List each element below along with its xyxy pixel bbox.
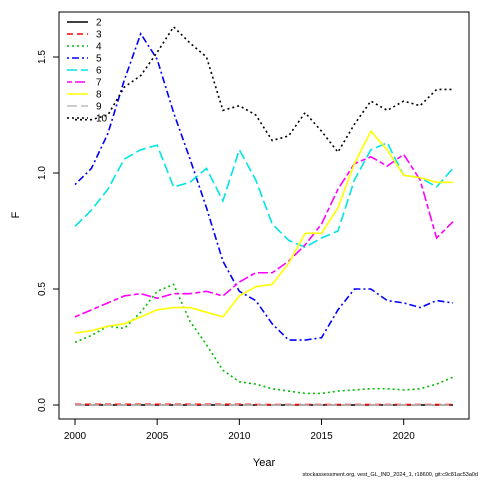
legend-label-9: 9 (96, 102, 102, 113)
x-tick-label: 2005 (146, 431, 169, 442)
plot-border (58, 11, 470, 420)
legend-label-3: 3 (96, 30, 102, 41)
y-tick-label: 0.0 (37, 398, 48, 412)
series-line-10 (75, 25, 453, 154)
x-tick-label: 2020 (393, 431, 416, 442)
series-line-5 (74, 31, 454, 341)
legend-label-7: 7 (96, 78, 102, 89)
y-tick-label: 1.0 (37, 166, 48, 180)
legend-label-4: 4 (96, 42, 102, 53)
x-tick-label: 2000 (64, 431, 87, 442)
plot-frame (58, 11, 470, 420)
x-axis: 2000 2005 2010 2015 2020 (64, 418, 416, 442)
x-tick-label: 2015 (310, 431, 333, 442)
series-line-8 (74, 129, 453, 334)
series-line-7 (74, 153, 454, 318)
legend-label-5: 5 (96, 54, 102, 65)
source-caption: stockassessment.org, vest_GL_IND_2024_1,… (302, 472, 479, 478)
x-tick-label: 2010 (228, 431, 251, 442)
series-line-4 (74, 283, 454, 395)
y-tick-label: 0.5 (37, 282, 48, 296)
legend-label-10: 10 (96, 114, 108, 125)
y-axis-title: F (10, 211, 22, 218)
y-tick-label: 1.5 (37, 50, 48, 64)
legend-label-2: 2 (96, 18, 102, 29)
series-line-6 (74, 141, 454, 249)
legend-label-8: 8 (96, 90, 102, 101)
legend-label-6: 6 (96, 66, 102, 77)
x-axis-title: Year (253, 457, 276, 469)
series-layer (74, 25, 454, 406)
y-axis: 0.0 0.5 1.0 1.5 (37, 50, 60, 412)
